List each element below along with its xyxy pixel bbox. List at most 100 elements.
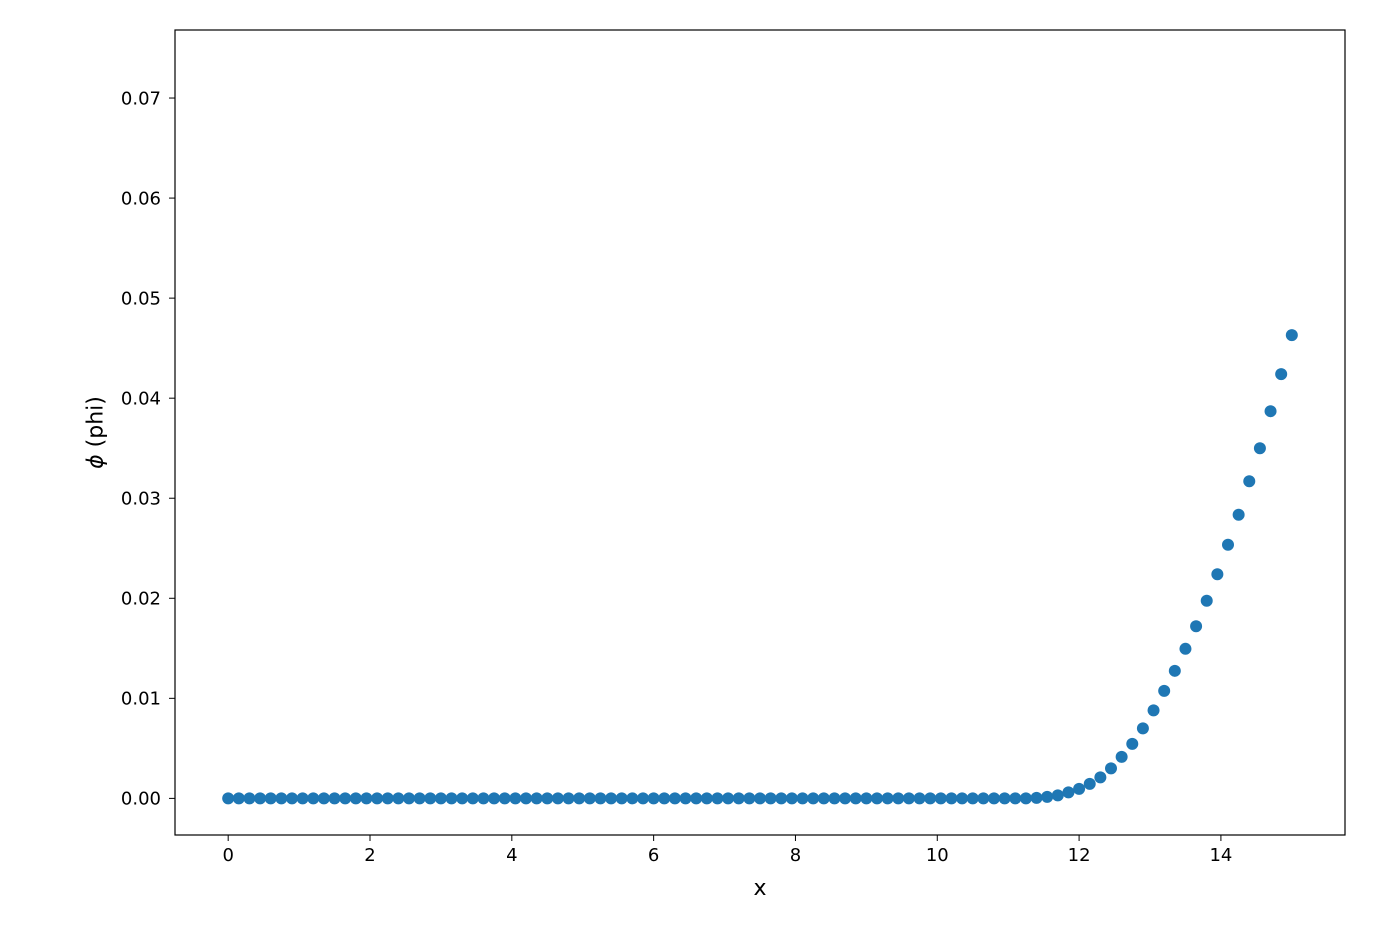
data-point bbox=[860, 792, 872, 804]
data-point bbox=[297, 792, 309, 804]
x-tick-label: 8 bbox=[790, 845, 801, 866]
data-point bbox=[329, 792, 341, 804]
data-point bbox=[477, 792, 489, 804]
data-point bbox=[563, 792, 575, 804]
data-point bbox=[850, 792, 862, 804]
data-point bbox=[1275, 368, 1287, 380]
data-point bbox=[254, 792, 266, 804]
chart-container: 024681012140.000.010.020.030.040.050.060… bbox=[0, 0, 1400, 935]
data-point bbox=[945, 792, 957, 804]
y-tick-label: 0.06 bbox=[121, 188, 161, 209]
data-point bbox=[1286, 329, 1298, 341]
x-tick-label: 10 bbox=[926, 845, 949, 866]
data-point bbox=[754, 792, 766, 804]
data-point bbox=[1179, 643, 1191, 655]
data-point bbox=[839, 792, 851, 804]
data-point bbox=[637, 792, 649, 804]
data-point bbox=[924, 792, 936, 804]
data-point bbox=[435, 792, 447, 804]
data-point bbox=[350, 792, 362, 804]
data-point bbox=[775, 792, 787, 804]
x-axis-label: x bbox=[753, 876, 766, 901]
data-point bbox=[594, 792, 606, 804]
data-point bbox=[243, 792, 255, 804]
data-point bbox=[233, 792, 245, 804]
data-point bbox=[403, 792, 415, 804]
data-point bbox=[733, 792, 745, 804]
data-point bbox=[286, 792, 298, 804]
x-tick-label: 2 bbox=[364, 845, 375, 866]
data-point bbox=[307, 792, 319, 804]
y-tick-label: 0.03 bbox=[121, 489, 161, 510]
data-point bbox=[339, 792, 351, 804]
y-tick-label: 0.04 bbox=[121, 388, 161, 409]
data-point bbox=[1137, 722, 1149, 734]
data-point bbox=[988, 792, 1000, 804]
data-point bbox=[711, 792, 723, 804]
data-point bbox=[1211, 568, 1223, 580]
data-point bbox=[584, 792, 596, 804]
data-point bbox=[871, 792, 883, 804]
y-tick-label: 0.00 bbox=[121, 789, 161, 810]
data-point bbox=[807, 792, 819, 804]
data-point bbox=[1254, 442, 1266, 454]
data-point bbox=[818, 792, 830, 804]
data-point bbox=[1169, 665, 1181, 677]
data-point bbox=[1265, 405, 1277, 417]
y-axis-label: ϕ (phi) bbox=[84, 396, 109, 469]
data-point bbox=[892, 792, 904, 804]
data-point bbox=[999, 792, 1011, 804]
data-point bbox=[967, 792, 979, 804]
data-point bbox=[392, 792, 404, 804]
data-point bbox=[467, 792, 479, 804]
data-point bbox=[701, 792, 713, 804]
data-point bbox=[648, 792, 660, 804]
data-point bbox=[488, 792, 500, 804]
data-point bbox=[360, 792, 372, 804]
y-tick-label: 0.02 bbox=[121, 589, 161, 610]
data-point bbox=[222, 792, 234, 804]
data-point bbox=[977, 792, 989, 804]
data-point bbox=[499, 792, 511, 804]
data-point bbox=[446, 792, 458, 804]
data-point bbox=[541, 792, 553, 804]
data-point bbox=[680, 792, 692, 804]
data-point bbox=[914, 792, 926, 804]
y-tick-label: 0.01 bbox=[121, 689, 161, 710]
data-point bbox=[573, 792, 585, 804]
data-point bbox=[1062, 786, 1074, 798]
data-point bbox=[520, 792, 532, 804]
x-tick-label: 4 bbox=[506, 845, 517, 866]
data-point bbox=[1009, 792, 1021, 804]
data-point bbox=[1084, 778, 1096, 790]
data-point bbox=[669, 792, 681, 804]
data-point bbox=[828, 792, 840, 804]
data-point bbox=[786, 792, 798, 804]
data-point bbox=[1148, 704, 1160, 716]
data-point bbox=[531, 792, 543, 804]
data-point bbox=[265, 792, 277, 804]
data-point bbox=[690, 792, 702, 804]
data-point bbox=[371, 792, 383, 804]
data-point bbox=[1222, 539, 1234, 551]
data-point bbox=[1126, 738, 1138, 750]
data-point bbox=[1201, 595, 1213, 607]
data-point bbox=[1052, 789, 1064, 801]
data-point bbox=[1041, 791, 1053, 803]
data-point bbox=[318, 792, 330, 804]
data-point bbox=[743, 792, 755, 804]
data-point bbox=[275, 792, 287, 804]
data-point bbox=[552, 792, 564, 804]
data-point bbox=[382, 792, 394, 804]
data-point bbox=[1094, 771, 1106, 783]
data-point bbox=[424, 792, 436, 804]
y-tick-label: 0.07 bbox=[121, 88, 161, 109]
data-point bbox=[1190, 620, 1202, 632]
x-tick-label: 6 bbox=[648, 845, 659, 866]
data-point bbox=[903, 792, 915, 804]
data-point bbox=[882, 792, 894, 804]
data-point bbox=[456, 792, 468, 804]
data-point bbox=[1116, 751, 1128, 763]
data-point bbox=[722, 792, 734, 804]
data-point bbox=[1073, 783, 1085, 795]
